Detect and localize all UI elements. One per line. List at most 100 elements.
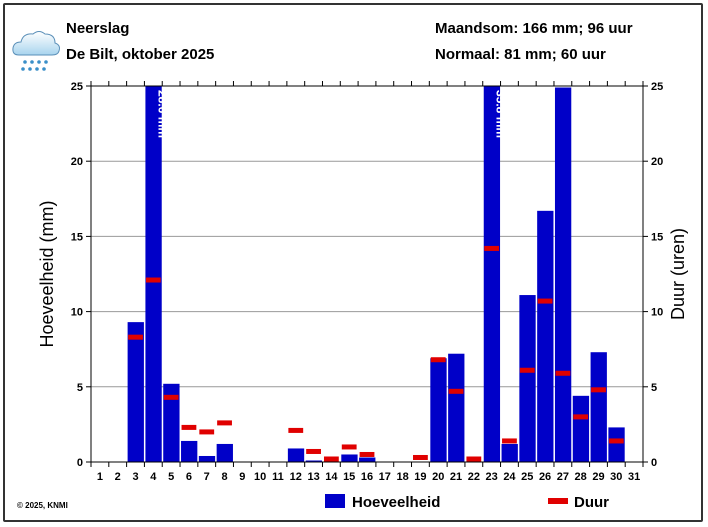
x-tick-label: 24 — [503, 471, 516, 483]
x-tick-label: 9 — [239, 471, 245, 483]
plot-border — [90, 85, 644, 463]
legend-label-hoeveelheid: Hoeveelheid — [352, 494, 440, 511]
y2-tick-label: 25 — [651, 81, 663, 93]
duration-mark-day-22 — [466, 456, 482, 462]
bar-day-15 — [341, 454, 358, 462]
y-tick-label: 5 — [77, 382, 83, 394]
y-tick-label: 15 — [71, 231, 83, 243]
bar-day-26 — [537, 210, 554, 462]
y2-tick-label: 5 — [651, 382, 657, 394]
duration-mark-day-14 — [323, 456, 339, 462]
bar-value-label: 35.8 mm — [494, 90, 508, 138]
bar-value-label: 28.6 mm — [155, 90, 169, 138]
x-tick-label: 22 — [468, 471, 480, 483]
x-tick-label: 12 — [290, 471, 302, 483]
x-tick-label: 6 — [186, 471, 192, 483]
x-tick-label: 3 — [132, 471, 138, 483]
x-tick-label: 28 — [575, 471, 587, 483]
chart-title: Neerslag — [66, 20, 130, 37]
x-tick-label: 5 — [168, 471, 174, 483]
x-tick-label: 27 — [557, 471, 569, 483]
y-tick-label: 10 — [71, 307, 83, 319]
duration-mark-day-25 — [519, 367, 535, 373]
bar-day-4 — [145, 86, 162, 462]
x-tick-label: 31 — [628, 471, 640, 483]
y2-tick-label: 0 — [651, 457, 657, 469]
y-tick-label: 20 — [71, 156, 83, 168]
bar-day-8 — [216, 443, 233, 462]
x-tick-label: 19 — [414, 471, 426, 483]
rain-cloud-icon — [11, 28, 63, 74]
duration-mark-day-5 — [163, 394, 179, 400]
bar-day-28 — [572, 395, 590, 462]
bar-day-13 — [305, 460, 322, 462]
x-tick-label: 29 — [592, 471, 604, 483]
bar-day-21 — [448, 353, 465, 462]
duration-mark-day-15 — [341, 444, 357, 450]
bar-day-25 — [519, 295, 536, 462]
bar-day-12 — [287, 448, 305, 462]
y2-tick-label: 15 — [651, 231, 663, 243]
bar-day-30 — [608, 427, 625, 462]
y-tick-label: 25 — [71, 81, 83, 93]
x-tick-label: 18 — [396, 471, 408, 483]
bar-day-24 — [501, 443, 518, 462]
duration-mark-day-13 — [306, 448, 321, 454]
legend-label-duur: Duur — [574, 494, 609, 511]
bar-day-29 — [590, 352, 607, 462]
normal-values: Normaal: 81 mm; 60 uur — [435, 46, 606, 63]
x-tick-label: 20 — [432, 471, 444, 483]
bar-day-20 — [430, 358, 447, 462]
bar-day-27 — [554, 87, 572, 462]
duration-mark-day-6 — [181, 424, 197, 430]
y2-tick-label: 20 — [651, 156, 663, 168]
duration-mark-day-29 — [591, 387, 606, 393]
x-tick-label: 23 — [486, 471, 498, 483]
y-axis-label: Hoeveelheid (mm) — [37, 200, 57, 347]
bar-day-7 — [198, 455, 216, 462]
x-tick-label: 2 — [115, 471, 121, 483]
x-tick-label: 8 — [221, 471, 227, 483]
chart-subtitle: De Bilt, oktober 2025 — [66, 46, 215, 63]
x-tick-label: 21 — [450, 471, 462, 483]
bar-day-5 — [163, 383, 180, 462]
bar-day-16 — [359, 457, 376, 462]
bar-day-6 — [181, 440, 198, 462]
y2-tick-label: 10 — [651, 307, 663, 319]
y-tick-label: 0 — [77, 457, 83, 469]
x-tick-label: 25 — [521, 471, 533, 483]
bar-day-3 — [127, 322, 144, 462]
duration-mark-day-8 — [217, 420, 232, 426]
x-tick-label: 13 — [307, 471, 319, 483]
duration-mark-day-23 — [484, 245, 500, 251]
x-tick-label: 26 — [539, 471, 551, 483]
x-tick-label: 30 — [610, 471, 622, 483]
x-tick-label: 1 — [97, 471, 103, 483]
duration-mark-day-28 — [573, 414, 589, 420]
x-tick-label: 11 — [272, 471, 284, 483]
duration-mark-day-26 — [537, 298, 553, 304]
duration-mark-day-30 — [608, 438, 624, 444]
duration-mark-day-16 — [359, 451, 375, 457]
x-tick-label: 16 — [361, 471, 373, 483]
bar-day-23 — [483, 86, 501, 462]
duration-mark-day-12 — [288, 427, 304, 433]
x-tick-label: 15 — [343, 471, 355, 483]
x-tick-label: 17 — [379, 471, 391, 483]
month-total: Maandsom: 166 mm; 96 uur — [435, 20, 633, 37]
copyright: © 2025, KNMI — [17, 501, 68, 510]
duration-mark-day-4 — [145, 277, 161, 283]
duration-mark-day-21 — [448, 388, 464, 394]
duration-mark-day-3 — [128, 334, 143, 340]
duration-mark-day-7 — [199, 429, 215, 435]
duration-mark-day-19 — [413, 454, 428, 460]
duration-mark-day-20 — [430, 357, 446, 363]
x-tick-label: 7 — [204, 471, 210, 483]
y2-axis-label: Duur (uren) — [668, 228, 688, 320]
legend-swatch-hoeveelheid — [325, 494, 345, 508]
x-tick-label: 14 — [325, 471, 338, 483]
duration-mark-day-24 — [502, 438, 517, 444]
x-tick-label: 10 — [254, 471, 266, 483]
legend-swatch-duur — [548, 498, 568, 504]
